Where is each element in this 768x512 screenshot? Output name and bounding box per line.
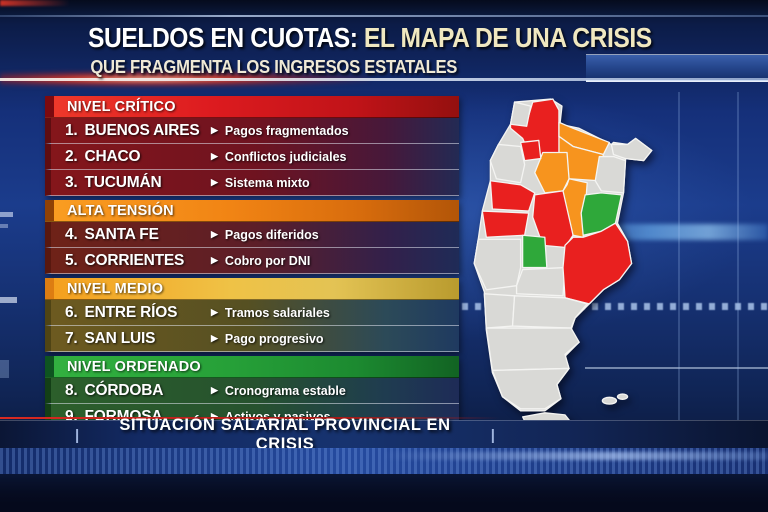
section-edge (45, 278, 54, 299)
province-san-juan (481, 210, 530, 238)
footer-red-line (0, 417, 500, 419)
islas-malvinas (616, 393, 629, 400)
province-jujuy (509, 101, 532, 127)
dotted-texture-row (462, 303, 768, 310)
crisis-level-panel: NIVEL CRÍTICO 1. BUENOS AIRES ▶ Pagos frag… (45, 96, 459, 434)
edge-dash (0, 297, 17, 303)
item-rank: 1. (65, 121, 78, 139)
item-rank: 8. (65, 381, 78, 399)
section-label: ALTA TENSIÓN (67, 202, 174, 219)
section-label: NIVEL CRÍTICO (67, 98, 176, 115)
item-rank: 7. (65, 329, 78, 347)
list-item: 2. CHACO ▶ Conflictos judiciales (45, 144, 459, 170)
province-name: SANTA FE (84, 225, 159, 243)
province-chubut (485, 327, 580, 372)
background-vline (678, 92, 680, 432)
arrow-bullet-icon: ▶ (211, 333, 218, 343)
section-header: NIVEL ORDENADO (45, 356, 459, 378)
list-item: 4. SANTA FE ▶ Pagos diferidos (45, 222, 459, 248)
arrow-bullet-icon: ▶ (211, 255, 218, 265)
section-header: NIVEL MEDIO (45, 278, 459, 300)
item-note: Sistema mixto (224, 175, 310, 190)
province-neuquen (483, 293, 516, 329)
province-name: CORRIENTES (84, 251, 185, 269)
province-santa-cruz (491, 367, 570, 410)
background-vline (737, 92, 739, 432)
arrow-bullet-icon: ▶ (211, 307, 218, 317)
item-note: Tramos salariales (224, 305, 330, 320)
province-name: SAN LUIS (84, 329, 156, 347)
footer-banner: | SITUACIÓN SALARIAL PROVINCIAL EN CRISI… (0, 416, 768, 453)
list-item: 7. SAN LUIS ▶ Pago progresivo (45, 326, 459, 352)
argentina-map (473, 98, 653, 430)
corner-red-streak (0, 0, 70, 6)
item-note: Pago progresivo (224, 331, 324, 346)
province-tucuman (519, 139, 542, 162)
section-alta-tension: ALTA TENSIÓN 4. SANTA FE ▶ Pagos diferidos… (45, 200, 459, 274)
province-la-rioja (489, 180, 536, 212)
item-note: Conflictos judiciales (224, 149, 347, 164)
province-name: ENTRE RÍOS (84, 303, 178, 321)
list-item: 3. TUCUMÁN ▶ Sistema mixto (45, 170, 459, 196)
section-header: ALTA TENSIÓN (45, 200, 459, 222)
headline-accent: EL MAPA DE UNA CRISIS (363, 22, 652, 53)
section-edge (45, 356, 54, 377)
province-name: BUENOS AIRES (84, 121, 200, 139)
province-misiones (610, 137, 653, 162)
list-item: 8. CÓRDOBA ▶ Cronograma estable (45, 378, 459, 404)
item-rank: 2. (65, 147, 78, 165)
item-rank: 3. (65, 173, 78, 191)
province-name: TUCUMÁN (84, 173, 162, 191)
province-catamarca (489, 143, 526, 184)
header-right-bar (586, 54, 768, 82)
section-label: NIVEL ORDENADO (67, 358, 201, 375)
province-name: CHACO (84, 147, 141, 165)
item-note: Pagos diferidos (224, 227, 319, 242)
edge-dash (0, 360, 9, 378)
list-item: 1. BUENOS AIRES ▶ Pagos fragmentados (45, 118, 459, 144)
footer-separator: | (490, 426, 495, 444)
section-edge (45, 200, 54, 221)
province-san-luis (521, 234, 548, 269)
province-rio-negro (511, 295, 588, 329)
edge-dash (0, 212, 13, 217)
arrow-bullet-icon: ▶ (211, 385, 218, 395)
arrow-bullet-icon: ▶ (211, 411, 218, 421)
province-santa-fe (562, 178, 588, 238)
headline: SUELDOS EN CUOTAS: EL MAPA DE UNA CRISIS (88, 22, 729, 54)
arrow-bullet-icon: ▶ (211, 125, 218, 135)
province-la-pampa (515, 266, 566, 297)
arrow-bullet-icon: ▶ (211, 151, 218, 161)
header-bottom-line (0, 78, 768, 81)
arrow-bullet-icon: ▶ (211, 229, 218, 239)
item-note: Pagos fragmentados (224, 123, 349, 138)
footer-separator: | (75, 426, 80, 444)
top-dark-band (0, 0, 768, 16)
list-item: 6. ENTRE RÍOS ▶ Tramos salariales (45, 300, 459, 326)
section-nivel-critico: NIVEL CRÍTICO 1. BUENOS AIRES ▶ Pagos frag… (45, 96, 459, 196)
islas-malvinas (601, 396, 618, 405)
background-hline (585, 367, 768, 369)
item-note: Cobro por DNI (224, 253, 311, 268)
top-divider-line (0, 15, 768, 17)
province-name: CÓRDOBA (84, 381, 164, 399)
item-rank: 6. (65, 303, 78, 321)
bottom-streak (380, 452, 768, 460)
headline-main: SUELDOS EN CUOTAS: (88, 22, 358, 53)
edge-dash (0, 224, 8, 228)
list-item: 5. CORRIENTES ▶ Cobro por DNI (45, 248, 459, 274)
section-edge (45, 96, 54, 117)
bottom-dark-fade (0, 474, 768, 512)
province-corrientes (594, 155, 627, 194)
section-header: NIVEL CRÍTICO (45, 96, 459, 118)
section-label: NIVEL MEDIO (67, 280, 164, 297)
subheadline: QUE FRAGMENTA LOS INGRESOS ESTATALES (90, 56, 458, 77)
arrow-bullet-icon: ▶ (211, 177, 218, 187)
item-rank: 4. (65, 225, 78, 243)
item-rank: 5. (65, 251, 78, 269)
item-note: Cronograma estable (224, 383, 346, 398)
section-nivel-medio: NIVEL MEDIO 6. ENTRE RÍOS ▶ Tramos salaria… (45, 278, 459, 352)
